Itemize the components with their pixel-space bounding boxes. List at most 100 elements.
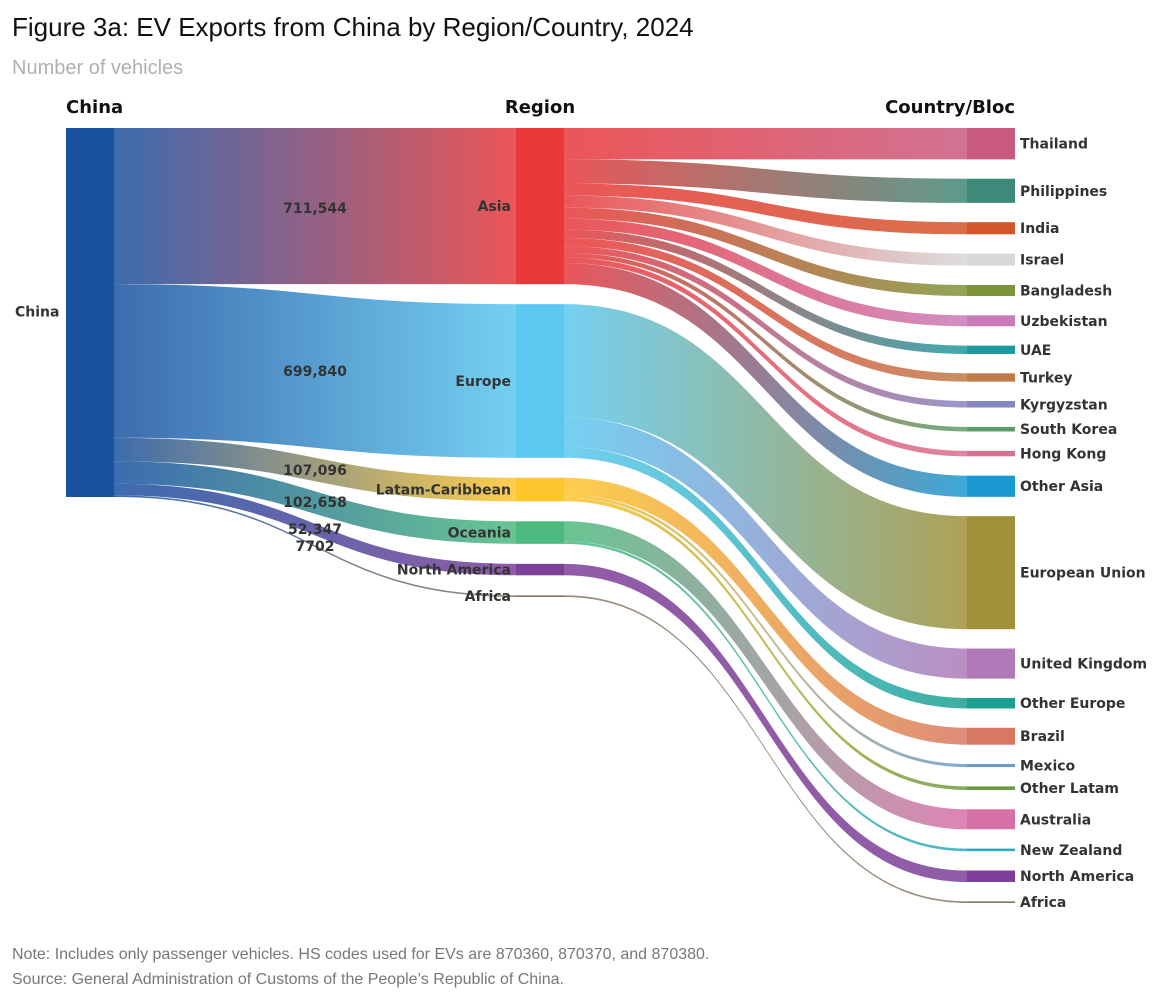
- country-label: Other Asia: [1020, 479, 1103, 495]
- link-new-zealand: [564, 541, 967, 852]
- node-china: [66, 128, 114, 497]
- node-north-america: [516, 563, 564, 576]
- link-china-latam-caribbean: [114, 437, 516, 502]
- link-china-oceania: [114, 461, 516, 544]
- value-label: 711,544: [283, 201, 347, 217]
- column-header: Region: [505, 97, 575, 118]
- link-china-north-america: [114, 483, 516, 576]
- country-label: Australia: [1020, 812, 1091, 828]
- node-other-asia: [967, 475, 1015, 497]
- country-label: Kyrgyzstan: [1020, 397, 1108, 413]
- country-label: Bangladesh: [1020, 283, 1112, 299]
- node-turkey: [967, 373, 1015, 382]
- node-mexico: [967, 764, 1015, 768]
- node-united-kingdom: [967, 648, 1015, 679]
- country-label: North America: [1020, 869, 1134, 885]
- node-hong-kong: [967, 450, 1015, 457]
- link-kyrgyzstan: [564, 246, 967, 408]
- node-latam-caribbean: [516, 477, 564, 502]
- link-china-africa: [114, 495, 516, 597]
- country-label: Uzbekistan: [1020, 314, 1108, 330]
- column-header: Country/Bloc: [885, 97, 1015, 118]
- country-label: European Union: [1020, 566, 1146, 582]
- country-label: United Kingdom: [1020, 657, 1147, 673]
- country-label: Other Latam: [1020, 781, 1119, 797]
- node-thailand: [967, 128, 1015, 160]
- link-hong-kong: [564, 257, 967, 457]
- country-label: Israel: [1020, 253, 1064, 269]
- link-israel: [564, 195, 967, 266]
- country-label: Thailand: [1020, 137, 1088, 153]
- link-china-europe: [114, 284, 516, 458]
- node-european-union: [967, 516, 1015, 630]
- node-south-korea: [967, 426, 1015, 432]
- link-north-america: [564, 563, 967, 882]
- link-south-korea: [564, 252, 967, 432]
- value-label: 7702: [296, 539, 335, 555]
- node-kyrgyzstan: [967, 400, 1015, 408]
- node-bangladesh: [967, 285, 1015, 296]
- country-label: Hong Kong: [1020, 447, 1106, 463]
- region-label: Europe: [455, 374, 511, 390]
- column-header: China: [66, 97, 123, 118]
- link-european-union: [564, 304, 967, 630]
- region-label: Oceania: [448, 526, 511, 542]
- node-uae: [967, 345, 1015, 354]
- link-turkey: [564, 237, 967, 382]
- node-israel: [967, 253, 1015, 266]
- footnote: Note: Includes only passenger vehicles. …: [12, 946, 710, 963]
- region-label: North America: [397, 563, 511, 579]
- link-united-kingdom: [564, 417, 967, 679]
- node-australia: [967, 809, 1015, 830]
- link-other-asia: [564, 262, 967, 497]
- region-label: Asia: [478, 199, 511, 215]
- node-philippines: [967, 178, 1015, 203]
- country-label: South Korea: [1020, 422, 1117, 438]
- link-africa: [564, 595, 967, 903]
- country-label: Philippines: [1020, 184, 1107, 200]
- chart-subtitle: Number of vehicles: [12, 57, 184, 79]
- link-mexico: [564, 494, 967, 768]
- link-thailand: [564, 128, 967, 160]
- node-north-america: [967, 870, 1015, 882]
- node-africa: [516, 595, 564, 597]
- link-other-europe: [564, 447, 967, 709]
- country-label: India: [1020, 221, 1059, 237]
- link-india: [564, 183, 967, 235]
- link-philippines: [564, 159, 967, 203]
- node-other-latam: [967, 786, 1015, 790]
- country-label: Other Europe: [1020, 696, 1125, 712]
- region-label: Latam-Caribbean: [376, 483, 511, 499]
- link-china-asia: [114, 128, 516, 285]
- node-europe: [516, 304, 564, 458]
- node-uzbekistan: [967, 315, 1015, 327]
- link-australia: [564, 521, 967, 830]
- node-india: [967, 222, 1015, 235]
- link-brazil: [564, 477, 967, 745]
- node-other-europe: [967, 697, 1015, 709]
- country-label: Turkey: [1020, 370, 1072, 386]
- country-label: Mexico: [1020, 759, 1076, 775]
- node-oceania: [516, 521, 564, 544]
- region-label: Africa: [465, 589, 511, 605]
- country-label: New Zealand: [1020, 843, 1122, 859]
- node-africa: [967, 901, 1015, 903]
- node-brazil: [967, 727, 1015, 745]
- link-uae: [564, 229, 967, 354]
- link-uzbekistan: [564, 218, 967, 327]
- value-label: 102,658: [283, 495, 347, 511]
- link-bangladesh: [564, 207, 967, 296]
- value-label: 52,347: [288, 522, 342, 538]
- node-new-zealand: [967, 848, 1015, 852]
- node-asia: [516, 128, 564, 285]
- country-label: Africa: [1020, 895, 1066, 911]
- country-label: Brazil: [1020, 729, 1065, 745]
- china-node-label: China: [15, 305, 59, 321]
- link-other-latam: [564, 497, 967, 790]
- country-label: UAE: [1020, 343, 1051, 359]
- source-note: Source: General Administration of Custom…: [12, 971, 564, 988]
- value-label: 107,096: [283, 463, 347, 479]
- chart-title: Figure 3a: EV Exports from China by Regi…: [12, 12, 694, 42]
- value-label: 699,840: [283, 364, 347, 380]
